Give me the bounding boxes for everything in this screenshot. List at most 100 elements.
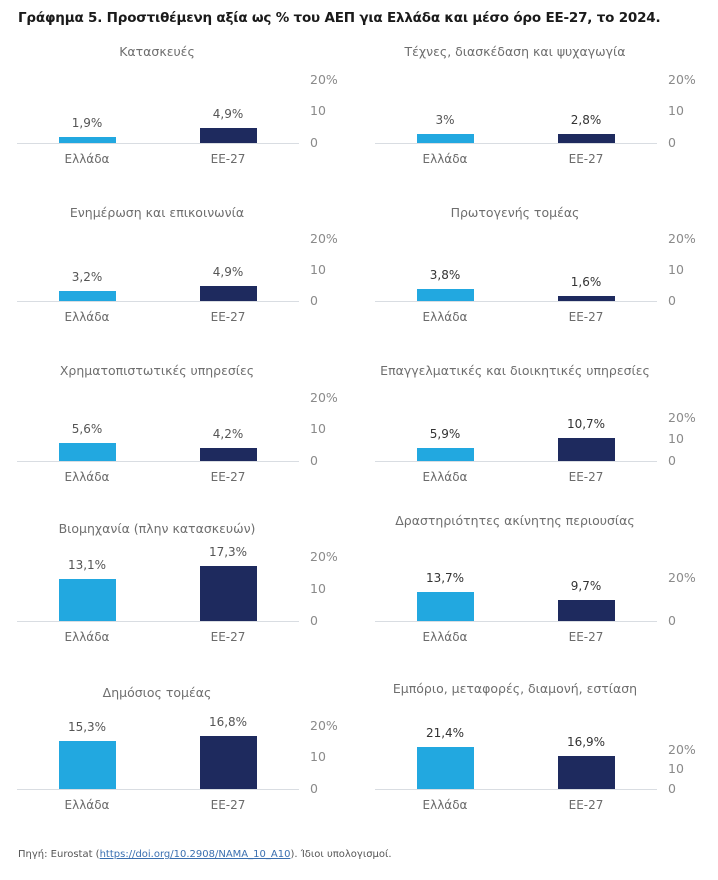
y-tick-label: 0 bbox=[668, 293, 676, 308]
x-axis-baseline bbox=[17, 621, 299, 622]
data-label: 5,6% bbox=[71, 422, 103, 436]
y-tick-label: 20% bbox=[668, 742, 696, 757]
category-label: Ελλάδα bbox=[64, 310, 110, 324]
y-tick-label: 0 bbox=[310, 781, 318, 796]
category-label: Ελλάδα bbox=[422, 152, 468, 166]
y-tick-label: 20% bbox=[310, 718, 338, 733]
category-label: Ελλάδα bbox=[64, 152, 110, 166]
data-label: 15,3% bbox=[67, 720, 107, 734]
data-label: 1,6% bbox=[570, 275, 602, 289]
panel-title: Ενημέρωση και επικοινωνία bbox=[69, 205, 245, 220]
data-label: 9,7% bbox=[570, 579, 602, 593]
panel-title: Εμπόριο, μεταφορές, διαμονή, εστίαση bbox=[392, 681, 638, 696]
category-label: Ελλάδα bbox=[64, 470, 110, 484]
data-label: 13,1% bbox=[67, 558, 107, 572]
y-tick-label: 10 bbox=[668, 431, 684, 446]
bar-eu27 bbox=[200, 286, 257, 301]
data-label: 2,8% bbox=[570, 113, 602, 127]
x-axis-baseline bbox=[375, 621, 657, 622]
data-label: 10,7% bbox=[566, 417, 606, 431]
data-label: 3,2% bbox=[71, 270, 103, 284]
y-tick-label: 0 bbox=[668, 613, 676, 628]
bar-greece bbox=[417, 747, 474, 789]
panel-title: Βιομηχανία (πλην κατασκευών) bbox=[58, 521, 256, 536]
y-tick-label: 0 bbox=[310, 453, 318, 468]
y-tick-label: 10 bbox=[310, 262, 326, 277]
y-tick-label: 20% bbox=[668, 570, 696, 585]
data-label: 21,4% bbox=[425, 726, 465, 740]
data-label: 16,8% bbox=[208, 715, 248, 729]
x-axis-baseline bbox=[17, 301, 299, 302]
chart-title: Γράφημα 5. Προστιθέμενη αξία ως % του ΑΕ… bbox=[18, 10, 661, 26]
bar-eu27 bbox=[200, 566, 257, 621]
panel-title: Δραστηριότητες ακίνητης περιουσίας bbox=[395, 513, 635, 528]
y-tick-label: 10 bbox=[310, 421, 326, 436]
category-label: Ελλάδα bbox=[422, 630, 468, 644]
y-tick-label: 20% bbox=[668, 72, 696, 87]
x-axis-baseline bbox=[375, 789, 657, 790]
bar-eu27 bbox=[200, 736, 257, 789]
y-tick-label: 10 bbox=[668, 103, 684, 118]
y-tick-label: 10 bbox=[310, 749, 326, 764]
x-axis-baseline bbox=[17, 461, 299, 462]
data-label: 4,9% bbox=[212, 265, 244, 279]
y-tick-label: 0 bbox=[310, 293, 318, 308]
bar-greece bbox=[417, 134, 474, 143]
source-link[interactable]: https://doi.org/10.2908/NAMA_10_A10 bbox=[99, 849, 291, 860]
data-label: 1,9% bbox=[71, 116, 103, 130]
data-label: 16,9% bbox=[566, 735, 606, 749]
bar-greece bbox=[59, 443, 116, 461]
y-tick-label: 20% bbox=[310, 549, 338, 564]
bar-greece bbox=[59, 741, 116, 789]
category-label: ΕΕ-27 bbox=[210, 470, 246, 484]
category-label: ΕΕ-27 bbox=[568, 630, 604, 644]
category-label: ΕΕ-27 bbox=[210, 310, 246, 324]
y-tick-label: 20% bbox=[310, 231, 338, 246]
y-tick-label: 20% bbox=[668, 410, 696, 425]
data-label: 3,8% bbox=[429, 268, 461, 282]
y-tick-label: 0 bbox=[310, 613, 318, 628]
x-axis-baseline bbox=[17, 789, 299, 790]
category-label: Ελλάδα bbox=[422, 310, 468, 324]
x-axis-baseline bbox=[17, 143, 299, 144]
data-label: 5,9% bbox=[429, 427, 461, 441]
bar-eu27 bbox=[558, 438, 615, 461]
panel-title: Χρηματοπιστωτικές υπηρεσίες bbox=[59, 363, 255, 378]
category-label: Ελλάδα bbox=[64, 630, 110, 644]
y-tick-label: 0 bbox=[668, 781, 676, 796]
category-label: ΕΕ-27 bbox=[568, 310, 604, 324]
category-label: Ελλάδα bbox=[422, 798, 468, 812]
category-label: ΕΕ-27 bbox=[568, 798, 604, 812]
bar-eu27 bbox=[558, 296, 615, 301]
x-axis-baseline bbox=[375, 461, 657, 462]
bar-greece bbox=[417, 289, 474, 301]
category-label: ΕΕ-27 bbox=[568, 470, 604, 484]
y-tick-label: 0 bbox=[668, 135, 676, 150]
category-label: ΕΕ-27 bbox=[210, 152, 246, 166]
bar-eu27 bbox=[558, 600, 615, 621]
y-tick-label: 10 bbox=[668, 262, 684, 277]
source-note: Πηγή: Eurostat (https://doi.org/10.2908/… bbox=[18, 849, 392, 860]
y-tick-label: 0 bbox=[310, 135, 318, 150]
bar-greece bbox=[59, 291, 116, 301]
y-tick-label: 10 bbox=[310, 581, 326, 596]
x-axis-baseline bbox=[375, 301, 657, 302]
source-prefix: Πηγή: Eurostat ( bbox=[18, 849, 100, 860]
category-label: ΕΕ-27 bbox=[210, 798, 246, 812]
panel-title: Πρωτογενής τομέας bbox=[450, 205, 580, 220]
source-suffix: ). Ίδιοι υπολογισμοί. bbox=[290, 849, 392, 860]
category-label: ΕΕ-27 bbox=[210, 630, 246, 644]
data-label: 17,3% bbox=[208, 545, 248, 559]
panel-title: Τέχνες, διασκέδαση και ψυχαγωγία bbox=[404, 44, 626, 59]
panel-title: Δημόσιος τομέας bbox=[102, 685, 212, 700]
bar-greece bbox=[417, 592, 474, 621]
data-label: 3% bbox=[435, 113, 455, 127]
bar-greece bbox=[417, 448, 474, 461]
data-label: 4,9% bbox=[212, 107, 244, 121]
category-label: ΕΕ-27 bbox=[568, 152, 604, 166]
y-tick-label: 20% bbox=[310, 72, 338, 87]
x-axis-baseline bbox=[375, 143, 657, 144]
y-tick-label: 0 bbox=[668, 453, 676, 468]
bar-eu27 bbox=[200, 128, 257, 143]
y-tick-label: 10 bbox=[668, 761, 684, 776]
